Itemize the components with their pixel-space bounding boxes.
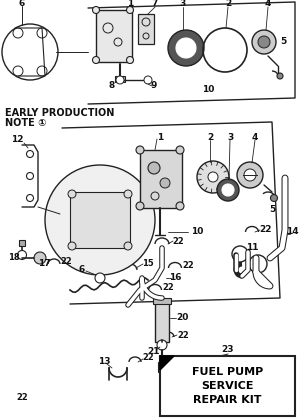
Bar — [160, 356, 295, 416]
Circle shape — [26, 150, 33, 158]
Bar — [140, 150, 182, 208]
Circle shape — [197, 161, 229, 193]
Bar — [155, 302, 169, 342]
Circle shape — [157, 340, 167, 350]
Text: 13: 13 — [98, 357, 110, 367]
Text: 22: 22 — [16, 393, 28, 403]
Text: 2: 2 — [225, 0, 231, 8]
Bar — [153, 298, 171, 304]
Circle shape — [124, 242, 132, 250]
Circle shape — [222, 184, 234, 196]
Circle shape — [136, 202, 144, 210]
Text: 21: 21 — [148, 347, 160, 357]
Text: 9: 9 — [151, 82, 157, 91]
Text: 14: 14 — [286, 227, 298, 237]
Text: 22: 22 — [182, 260, 194, 270]
Bar — [70, 192, 130, 248]
Text: 20: 20 — [176, 314, 188, 323]
Text: 11: 11 — [246, 244, 258, 252]
Text: 22: 22 — [60, 257, 72, 265]
Bar — [96, 10, 132, 62]
Circle shape — [277, 73, 283, 79]
Circle shape — [34, 252, 46, 264]
Circle shape — [18, 250, 26, 260]
Text: 1: 1 — [157, 133, 163, 142]
Circle shape — [124, 190, 132, 198]
Bar — [19, 240, 25, 246]
Text: 1: 1 — [127, 0, 133, 8]
Text: 6: 6 — [79, 265, 85, 275]
Circle shape — [68, 242, 76, 250]
Text: 22: 22 — [142, 354, 154, 362]
Text: 23: 23 — [222, 346, 234, 354]
Text: 22: 22 — [177, 331, 189, 339]
Text: 16: 16 — [169, 273, 181, 283]
Text: 10: 10 — [191, 227, 203, 237]
Polygon shape — [160, 356, 174, 370]
Text: 22: 22 — [172, 237, 184, 245]
Circle shape — [160, 178, 170, 188]
Circle shape — [26, 194, 33, 201]
Circle shape — [168, 30, 204, 66]
Circle shape — [217, 179, 239, 201]
Text: REPAIR KIT: REPAIR KIT — [193, 395, 262, 405]
Circle shape — [116, 76, 124, 84]
Circle shape — [45, 165, 155, 275]
Text: EARLY PRODUCTION: EARLY PRODUCTION — [5, 108, 114, 118]
Circle shape — [176, 38, 196, 58]
Bar — [158, 362, 166, 372]
Circle shape — [237, 162, 263, 188]
Text: SERVICE: SERVICE — [201, 381, 254, 391]
Circle shape — [176, 202, 184, 210]
Text: 22: 22 — [162, 283, 174, 291]
Text: 2: 2 — [207, 133, 213, 142]
Circle shape — [26, 173, 33, 179]
Text: 5: 5 — [280, 38, 286, 46]
Text: 17: 17 — [38, 260, 50, 268]
Circle shape — [92, 7, 99, 13]
Text: 5: 5 — [269, 206, 275, 214]
Circle shape — [208, 172, 218, 182]
Text: 18: 18 — [8, 253, 20, 263]
Circle shape — [249, 255, 267, 273]
Circle shape — [68, 190, 76, 198]
Circle shape — [232, 246, 248, 262]
Text: FUEL PUMP: FUEL PUMP — [192, 367, 263, 377]
Text: 7: 7 — [152, 0, 158, 8]
Circle shape — [252, 30, 276, 54]
Circle shape — [176, 146, 184, 154]
Text: 6: 6 — [19, 0, 25, 8]
Circle shape — [258, 36, 270, 48]
Text: 22: 22 — [259, 224, 271, 234]
Text: NOTE ①: NOTE ① — [5, 118, 47, 128]
Circle shape — [136, 146, 144, 154]
Circle shape — [95, 273, 105, 283]
Text: 4: 4 — [252, 133, 258, 142]
Bar — [138, 14, 154, 44]
Text: 4: 4 — [265, 0, 271, 8]
Text: 3: 3 — [180, 0, 186, 8]
Text: 10: 10 — [202, 86, 214, 94]
Circle shape — [148, 162, 160, 174]
Circle shape — [126, 56, 133, 64]
Circle shape — [271, 194, 278, 201]
Circle shape — [144, 76, 152, 84]
Text: 8: 8 — [109, 82, 115, 91]
Text: 15: 15 — [142, 258, 154, 268]
Circle shape — [2, 24, 58, 80]
Bar — [115, 76, 125, 82]
Text: 3: 3 — [227, 133, 233, 142]
Text: 12: 12 — [11, 135, 23, 145]
Circle shape — [92, 56, 99, 64]
Circle shape — [244, 169, 256, 181]
Circle shape — [126, 7, 133, 13]
